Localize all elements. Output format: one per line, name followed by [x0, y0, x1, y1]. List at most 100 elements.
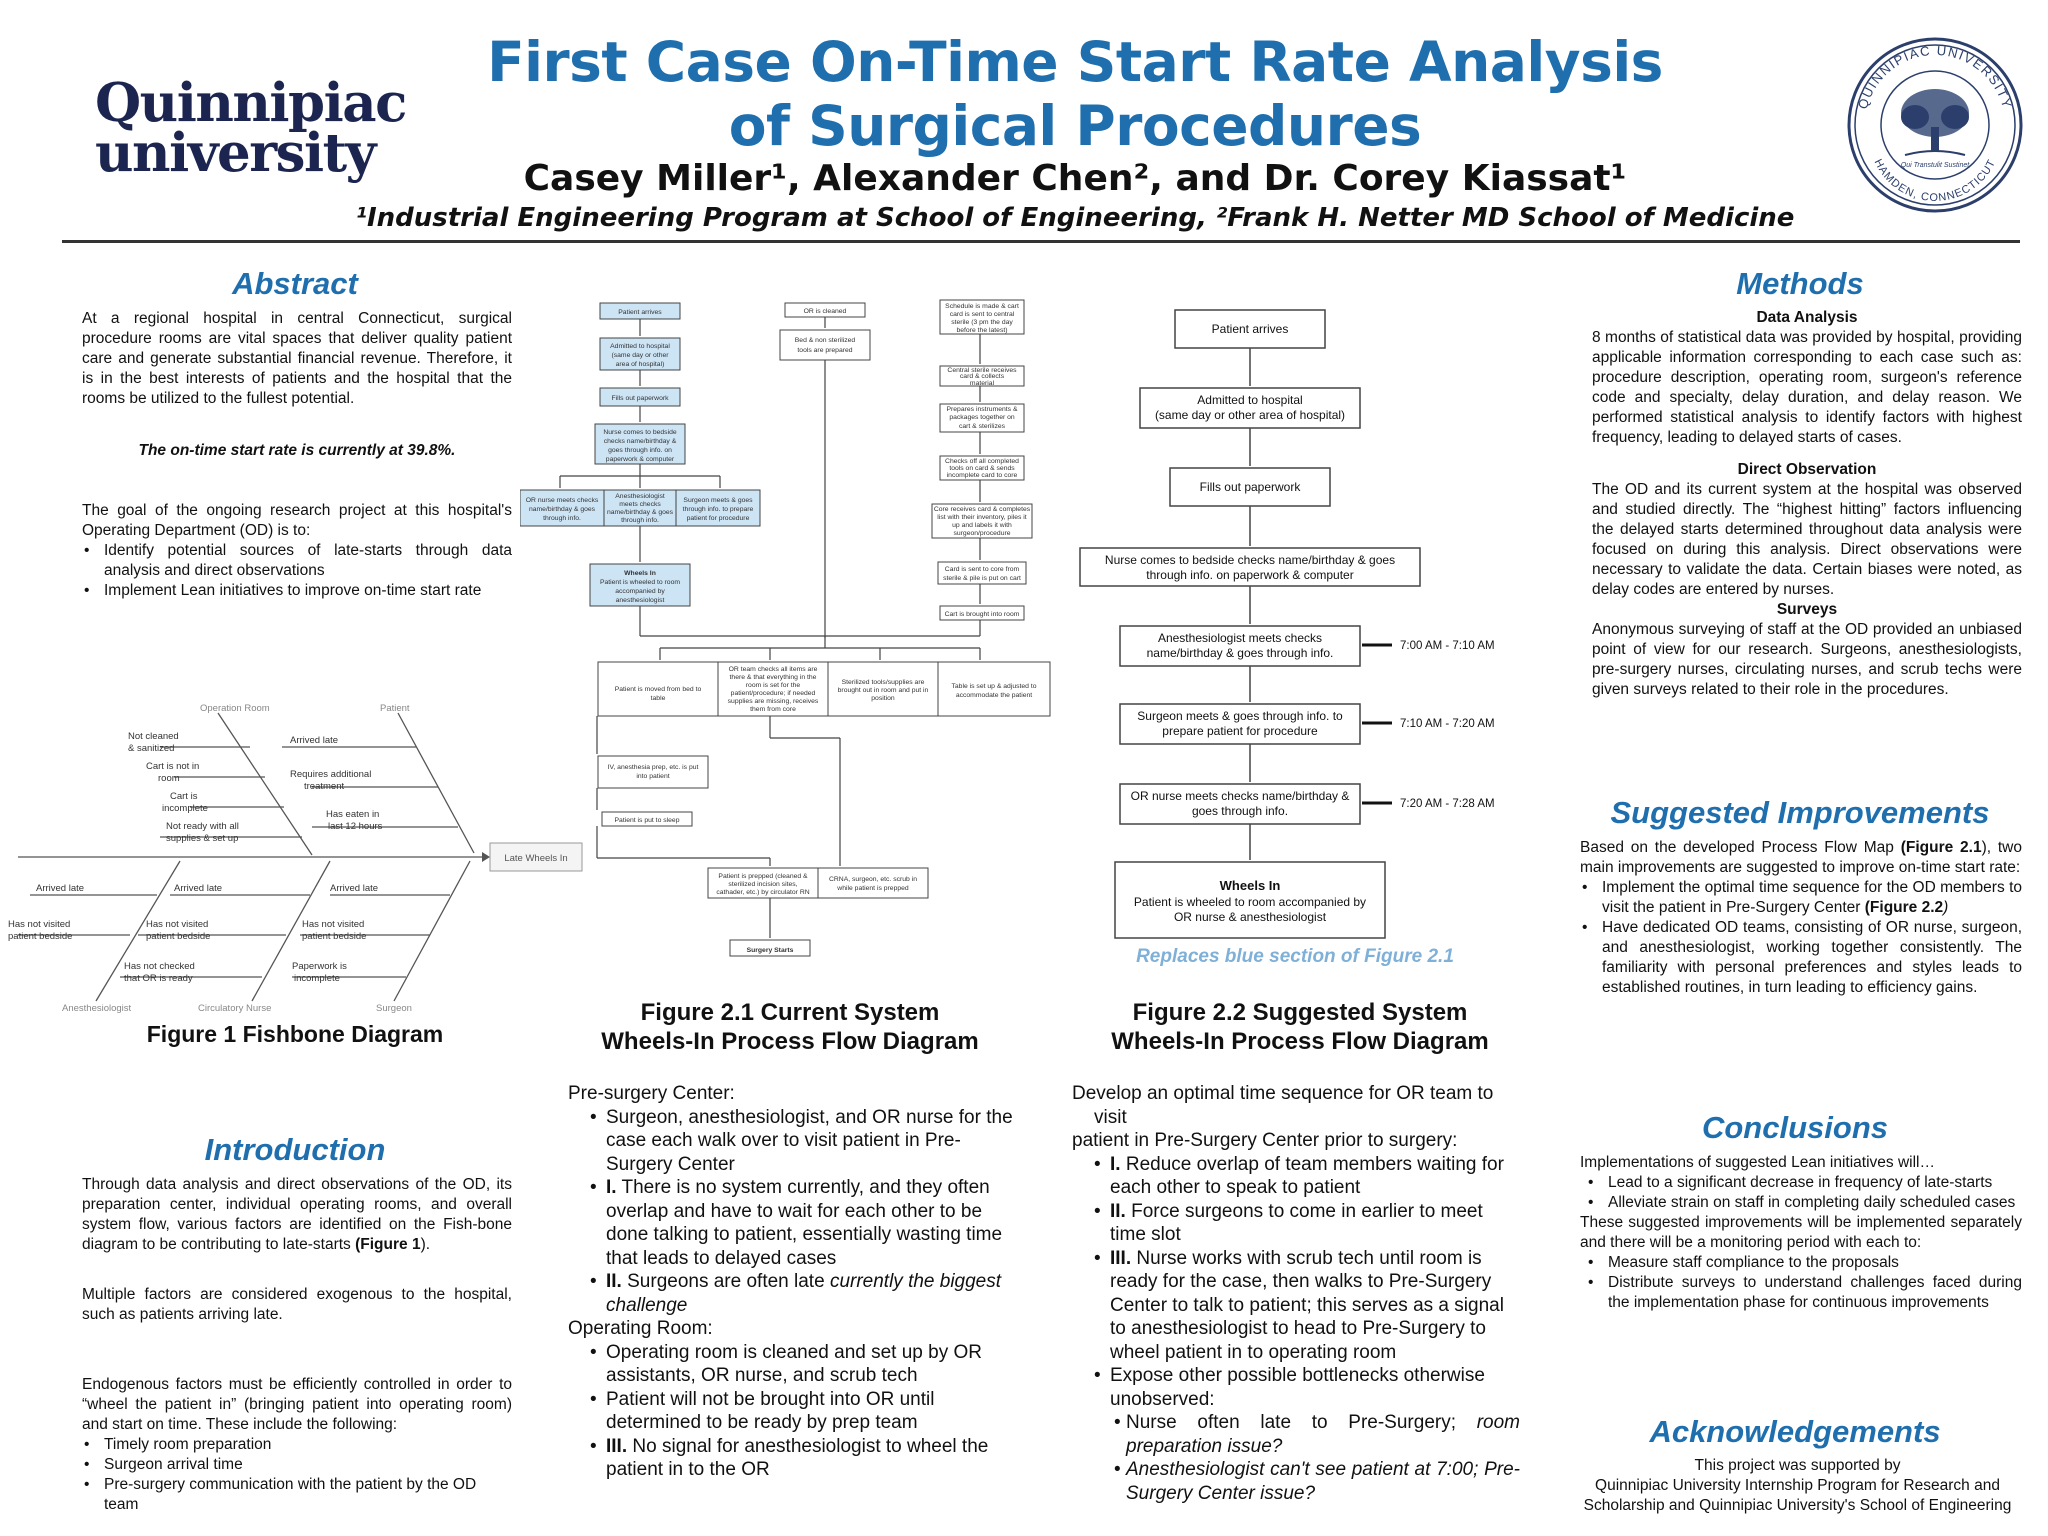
or-bullet-1: Operating room is cleaned and set up by … [568, 1341, 1016, 1388]
flow21-box: tools on card & sends [949, 465, 1015, 472]
logo-line-1: Quinnipiac [95, 72, 407, 134]
conclusions-body: Implementations of suggested Lean initia… [1580, 1153, 2022, 1313]
fishbone-cat-anes: Anesthesiologist [62, 1003, 132, 1014]
flow21-box: cart & sterilizes [959, 423, 1006, 430]
flow21-box: OR is cleaned [804, 308, 847, 315]
abstract-p2: The goal of the ongoing research project… [82, 502, 512, 539]
flow21-box: Surgeon meets & goes [683, 497, 753, 504]
flow21-box: Prepares instruments & [946, 406, 1017, 413]
fishbone-nurse-cause: Has not checked [124, 961, 195, 972]
sequence-intro-2: visit [1094, 1106, 1127, 1128]
methods-sub-direct-observation: Direct Observation [1737, 461, 1877, 478]
flow22-time-slot-1: 7:00 AM - 7:10 AM [1400, 640, 1495, 652]
fishbone-or-cause: Not cleaned [128, 731, 179, 742]
fishbone-nurse-cause: that OR is ready [124, 973, 193, 984]
flow21-box: Sterilized tools/supplies are [842, 679, 925, 686]
fishbone-patient-cause: Arrived late [290, 735, 338, 746]
flow21-box: tools are prepared [797, 347, 852, 354]
conclusions-p2: These suggested improvements will be imp… [1580, 1214, 2022, 1251]
presurgery-label: Pre-surgery Center: [568, 1083, 735, 1104]
flow21-box: Anesthesiologist [615, 493, 665, 500]
methods-body: Data Analysis 8 months of statistical da… [1592, 308, 2022, 700]
fishbone-or-cause: Not ready with all [166, 821, 239, 832]
fishbone-patient-cause: last 12 hours [328, 821, 383, 832]
flow21-box: Patient is wheeled to room [600, 579, 680, 586]
conclusions-heading: Conclusions [1701, 1110, 1888, 1145]
methods-p3: Anonymous surveying of staff at the OD p… [1592, 621, 2022, 698]
flow21-box: through info. to prepare [683, 506, 754, 513]
flow21-box: Core receives card & completes [934, 506, 1031, 513]
flow21-box: table [651, 695, 666, 702]
flow21-box: room is set for the [746, 682, 801, 689]
methods-p1: 8 months of statistical data was provide… [1592, 329, 2022, 446]
flow21-box: position [871, 695, 895, 702]
flow21-box: brought out in room and put in [838, 687, 929, 694]
fishbone-surgeon-cause: incomplete [294, 973, 340, 984]
flow21-box: through info. [621, 517, 659, 524]
flow21-box: into patient [636, 773, 669, 780]
seal-motto: Qui Transtulit Sustinet [1901, 162, 1970, 169]
or-bullet-3: III. No signal for anesthesiologist to w… [568, 1435, 1016, 1482]
fishbone-anes-cause: Arrived late [36, 883, 84, 894]
fishbone-surgeon-cause: patient bedside [302, 931, 366, 942]
flow21-box: OR nurse meets checks [526, 497, 599, 504]
sequence-bullet-2: II. Force surgeons to come in earlier to… [1072, 1200, 1520, 1247]
fishbone-cat-patient: Patient [380, 703, 410, 714]
introduction-bullet-3: Pre-surgery communication with the patie… [82, 1475, 512, 1515]
presurgery-bullet-3: II. Surgeons are often late currently th… [568, 1270, 1016, 1317]
flow21-box: material [970, 380, 995, 387]
flow21-box: accommodate the patient [956, 692, 1032, 699]
abstract-p1: At a regional hospital in central Connec… [82, 310, 512, 407]
flow21-box: Patient is put to sleep [615, 817, 680, 824]
sequence-block: Develop an optimal time sequence for OR … [1072, 1082, 1520, 1505]
flow21-box: Nurse comes to bedside [603, 429, 677, 436]
flow21-box: sterile (3 pm the day [951, 319, 1013, 326]
fishbone-or-cause: Cart is not in [146, 761, 199, 772]
flow21-box: while patient is prepped [836, 885, 909, 892]
title-line-2: of Surgical Procedures [728, 94, 1422, 158]
flow21-box: list with their inventory, piles it [937, 514, 1027, 521]
abstract-heading: Abstract [232, 266, 358, 301]
presurgery-bullet-2: I. There is no system currently, and the… [568, 1176, 1016, 1270]
sequence-bullet-3: III. Nurse works with scrub tech until r… [1072, 1247, 1520, 1365]
flow21-box: checks name/birthday & [604, 438, 677, 445]
flow22-box: OR nurse & anesthesiologist [1174, 910, 1327, 924]
flow22-box: Nurse comes to bedside checks name/birth… [1105, 553, 1395, 567]
flow21-box: Patient is moved from bed to [615, 686, 702, 693]
flow21-box: through info. [543, 515, 581, 522]
conclusions-bullet-3: Measure staff compliance to the proposal… [1586, 1253, 2022, 1273]
improvements-heading: Suggested Improvements [1610, 795, 1990, 830]
flow21-box: Admitted to hospital [610, 343, 670, 350]
fishbone-patient-cause: Has eaten in [326, 809, 379, 820]
flow21-box: area of hospital) [616, 361, 665, 368]
conclusions-bullet-1: Lead to a significant decrease in freque… [1586, 1173, 2022, 1193]
improvements-bullet-2: Have dedicated OD teams, consisting of O… [1580, 918, 2022, 998]
flow22-box: Patient arrives [1212, 322, 1289, 336]
methods-sub-data-analysis: Data Analysis [1756, 309, 1858, 326]
fishbone-patient-cause: Requires additional [290, 769, 371, 780]
improvements-bullet-1: Implement the optimal time sequence for … [1580, 878, 2022, 918]
fishbone-or-cause: incomplete [162, 803, 208, 814]
flow21-box: CRNA, surgeon, etc. scrub in [829, 876, 917, 883]
flow22-time-slot-3: 7:20 AM - 7:28 AM [1400, 798, 1495, 810]
improvements-body: Based on the developed Process Flow Map … [1580, 838, 2022, 998]
flow21-box: Table is set up & adjusted to [951, 683, 1036, 690]
flow21-box: sterilized incision sites, [728, 881, 797, 888]
introduction-bullet-2: Surgeon arrival time [82, 1455, 512, 1475]
flow21-box: surgeon/procedure [953, 530, 1010, 537]
abstract-bullets: Identify potential sources of late-start… [82, 541, 512, 601]
flow21-box: packages together on [949, 414, 1015, 421]
introduction-bullet-1: Timely room preparation [82, 1435, 512, 1455]
fishbone-cat-or: Operation Room [200, 703, 270, 714]
flow21-box: patient for procedure [687, 515, 750, 522]
fishbone-anes-cause: Has not visited [8, 919, 70, 930]
flow21-box: Patient is prepped (cleaned & [718, 873, 808, 880]
flow21-surgery-starts: Surgery Starts [747, 947, 794, 954]
fishbone-nurse-cause: Has not visited [146, 919, 208, 930]
abstract-body: At a regional hospital in central Connec… [82, 309, 512, 601]
acknowledgements-heading: Acknowledgements [1649, 1414, 1941, 1449]
affiliations: ¹Industrial Engineering Program at Schoo… [355, 203, 1795, 233]
flow21-box: Central sterile receives [947, 367, 1017, 374]
flow21-box: OR team checks all items are [729, 666, 818, 673]
flow21-box: card is sent to central [950, 311, 1015, 318]
